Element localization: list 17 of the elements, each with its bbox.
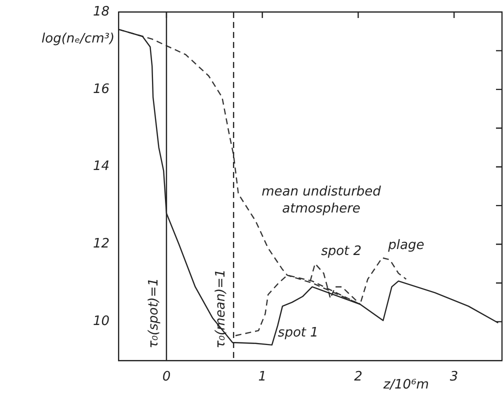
x-tick-label: 1 bbox=[258, 370, 266, 385]
y-tick-label: 12 bbox=[92, 236, 110, 252]
y-tick-label: 14 bbox=[92, 159, 110, 174]
annotation: plage bbox=[387, 238, 424, 254]
annotation: spot 2 bbox=[321, 244, 362, 259]
y-axis-title: log(nₑ/cm³) bbox=[42, 31, 115, 46]
annotation: τ₀(spot)=1 bbox=[146, 278, 162, 348]
annotation: τ₀(mean)=1 bbox=[213, 269, 228, 348]
x-tick-label: 0 bbox=[162, 370, 171, 385]
annotation: spot 1 bbox=[278, 325, 318, 340]
y-tick-label: 16 bbox=[92, 82, 110, 97]
x-tick-label: 3 bbox=[450, 370, 458, 385]
annotation: mean undisturbed atmosphere bbox=[262, 184, 382, 216]
y-tick-label: 18 bbox=[92, 4, 110, 20]
x-axis-title: z/10⁶m bbox=[382, 377, 429, 392]
y-tick-label: 10 bbox=[92, 314, 110, 330]
x-tick-label: 2 bbox=[354, 370, 362, 385]
